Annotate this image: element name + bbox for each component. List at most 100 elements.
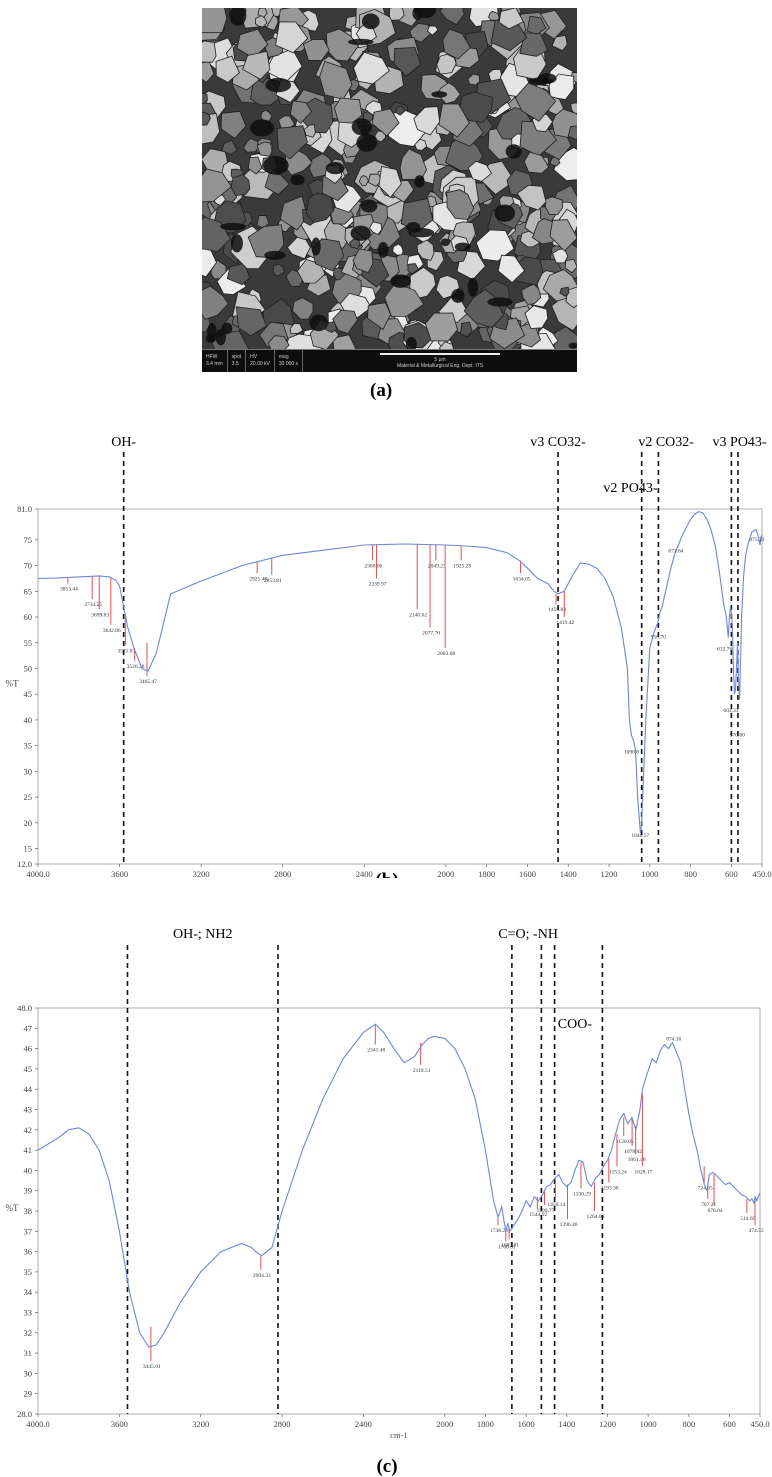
sem-particle xyxy=(442,28,471,60)
peak-annotation: 958.70 xyxy=(651,635,666,641)
sem-pore xyxy=(325,162,345,175)
sem-particle xyxy=(378,166,402,199)
x-tick-label: 2000 xyxy=(437,869,454,878)
peak-annotation: 1046.57 xyxy=(631,833,649,839)
sem-particle xyxy=(414,138,428,151)
band-label-v3-co3: v3 CO32- xyxy=(530,435,586,450)
sem-particle xyxy=(519,32,549,57)
peak-label: 724.65 xyxy=(698,1186,713,1192)
sem-particle xyxy=(413,106,441,136)
sem-micrograph: HFW 3.4 mm spot 3.5 HV 20.00 kV mag 30 000 x… xyxy=(202,8,577,372)
sem-particle xyxy=(559,286,570,297)
peak-label: 2003.68 xyxy=(437,651,455,657)
sem-particle xyxy=(325,28,360,62)
sem-particle xyxy=(439,341,455,350)
y-tick-label: 38 xyxy=(24,1206,33,1216)
x-tick-label: 800 xyxy=(682,1419,695,1429)
sem-particle xyxy=(524,305,549,329)
sem-pore xyxy=(221,322,233,335)
sem-pore xyxy=(467,277,479,297)
y-tick-label: 36 xyxy=(24,1247,33,1257)
sem-particle xyxy=(247,156,263,175)
sem-spot: spot 3.5 xyxy=(228,350,247,372)
y-tick-label: 30 xyxy=(24,766,33,776)
sem-particle xyxy=(514,82,557,122)
x-tick-label: 3200 xyxy=(193,869,210,878)
sem-pore xyxy=(494,204,516,222)
peak-annotation: 602.33 xyxy=(723,708,738,714)
y-tick-label: 45 xyxy=(24,1064,33,1074)
peak-label: 1028.17 xyxy=(634,1169,652,1175)
x-tick-label: 3200 xyxy=(192,1419,209,1429)
sem-pore xyxy=(414,175,425,188)
sem-particle xyxy=(242,50,271,80)
band-label-oh: OH- xyxy=(111,435,136,450)
sem-hv: HV 20.00 kV xyxy=(246,350,275,372)
sem-particle xyxy=(202,216,231,253)
sem-pore xyxy=(408,227,435,238)
peak-label: 3699.83 xyxy=(91,612,109,618)
sem-pore xyxy=(311,237,321,256)
y-axis-label: %T xyxy=(6,1203,19,1213)
peak-label: 1153.24 xyxy=(609,1169,627,1175)
sem-particle xyxy=(460,321,473,338)
y-tick-label: 35 xyxy=(24,1267,33,1277)
x-tick-label: 1200 xyxy=(599,1419,616,1429)
y-tick-label: 32 xyxy=(24,1328,33,1338)
peak-label: 1193.38 xyxy=(601,1186,619,1192)
y-tick-label: 12.0 xyxy=(17,859,32,869)
plot-frame xyxy=(37,508,763,865)
y-tick-label: 41 xyxy=(24,1145,33,1155)
y-tick-label: 40 xyxy=(24,715,33,725)
y-tick-label: 15 xyxy=(24,844,33,854)
sem-particle xyxy=(275,21,309,54)
y-tick-label: 70 xyxy=(24,561,33,571)
sem-particle xyxy=(257,8,268,19)
x-axis-label: cm-1 xyxy=(390,1430,407,1440)
peak-label: 1509.77 xyxy=(537,1208,555,1214)
sem-particle xyxy=(544,196,564,216)
peak-annotation: 874.16 xyxy=(666,1036,681,1042)
peak-label: 2341.48 xyxy=(367,1048,385,1054)
band-label-co-nh: C=O; -NH xyxy=(498,927,558,942)
sem-particle xyxy=(353,51,390,85)
sem-particle xyxy=(286,236,312,260)
y-tick-label: 48.0 xyxy=(17,1003,32,1013)
peak-label: 3526.28 xyxy=(127,664,145,670)
sem-pore xyxy=(454,242,471,252)
x-tick-label: 1600 xyxy=(519,869,536,878)
sem-pore xyxy=(431,91,448,98)
y-tick-label: 31 xyxy=(24,1348,33,1358)
sem-particle xyxy=(221,139,238,155)
y-tick-label: 44 xyxy=(24,1084,33,1094)
sem-particle xyxy=(272,263,285,277)
panel-label: (b) xyxy=(375,870,398,878)
y-tick-label: 65 xyxy=(24,586,33,596)
sem-mag-value: 30 000 x xyxy=(278,361,299,367)
spectrum-line xyxy=(37,1023,761,1348)
sem-particle xyxy=(446,189,475,220)
sem-particle xyxy=(384,282,425,317)
sem-particle xyxy=(523,151,550,174)
sem-particle xyxy=(292,297,314,320)
sem-particle xyxy=(332,334,357,350)
peak-annotation: 475.33 xyxy=(749,537,764,543)
peak-label: 1925.28 xyxy=(453,563,471,569)
y-tick-label: 60 xyxy=(24,612,33,622)
peak-annotation: 871.84 xyxy=(668,549,683,555)
sem-particle xyxy=(436,82,461,105)
sem-pore xyxy=(249,119,275,137)
x-tick-label: 1000 xyxy=(641,869,658,878)
x-tick-label: 2800 xyxy=(274,869,291,878)
sem-pore xyxy=(229,8,247,26)
sem-pore xyxy=(568,342,577,349)
peak-label: 2360.06 xyxy=(365,563,383,569)
y-tick-label: 46 xyxy=(24,1044,33,1054)
sem-particle xyxy=(254,15,268,28)
y-tick-label: 35 xyxy=(24,741,33,751)
peak-label: 1456.14 xyxy=(547,1202,565,1208)
peak-label: 1700.01 xyxy=(498,1244,516,1250)
sem-particle xyxy=(467,160,493,182)
peak-label: 1396.46 xyxy=(560,1222,578,1228)
sem-particle xyxy=(567,125,577,141)
